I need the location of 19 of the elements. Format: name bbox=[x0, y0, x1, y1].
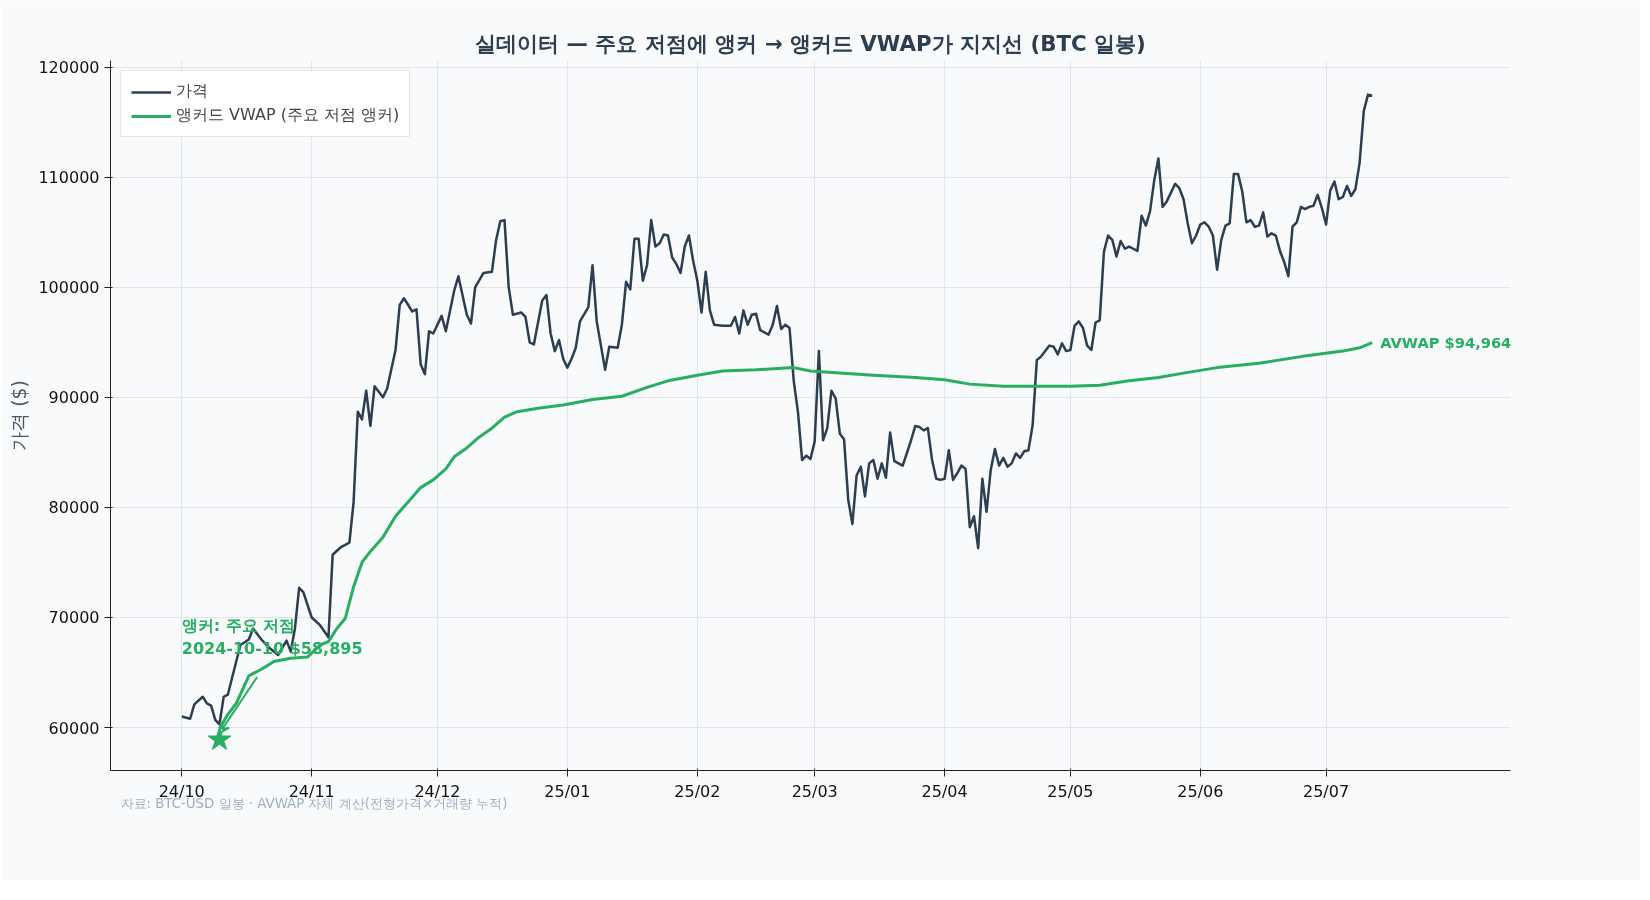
x-tick-label: 25/01 bbox=[544, 781, 591, 801]
y-tick-label: 80000 bbox=[48, 498, 100, 518]
y-tick-label: 120000 bbox=[38, 58, 100, 78]
x-tick-label: 25/06 bbox=[1177, 781, 1224, 801]
y-tick-label: 110000 bbox=[38, 168, 100, 188]
y-tick-label: 90000 bbox=[48, 388, 100, 408]
y-tick-label: 60000 bbox=[48, 718, 100, 738]
x-tick-label: 25/03 bbox=[791, 781, 838, 801]
legend-label: 앵커드 VWAP (주요 저점 앵커) bbox=[176, 105, 400, 126]
x-tick-label: 25/04 bbox=[921, 781, 968, 801]
y-tick-label: 70000 bbox=[48, 608, 100, 628]
legend-label: 가격 bbox=[176, 81, 208, 102]
annotation: AVWAP $94,964 bbox=[1380, 334, 1512, 352]
x-tick-label: 25/07 bbox=[1303, 781, 1350, 801]
y-tick-label: 100000 bbox=[38, 278, 100, 298]
x-tick-label: 25/05 bbox=[1047, 781, 1094, 801]
x-tick-label: 25/02 bbox=[674, 781, 721, 801]
y-axis-title: 가격 ($) bbox=[9, 380, 31, 451]
chart-title: 실데이터 — 주요 저점에 앵커 → 앵커드 VWAP가 지지선 (BTC 일봉) bbox=[475, 30, 1146, 56]
